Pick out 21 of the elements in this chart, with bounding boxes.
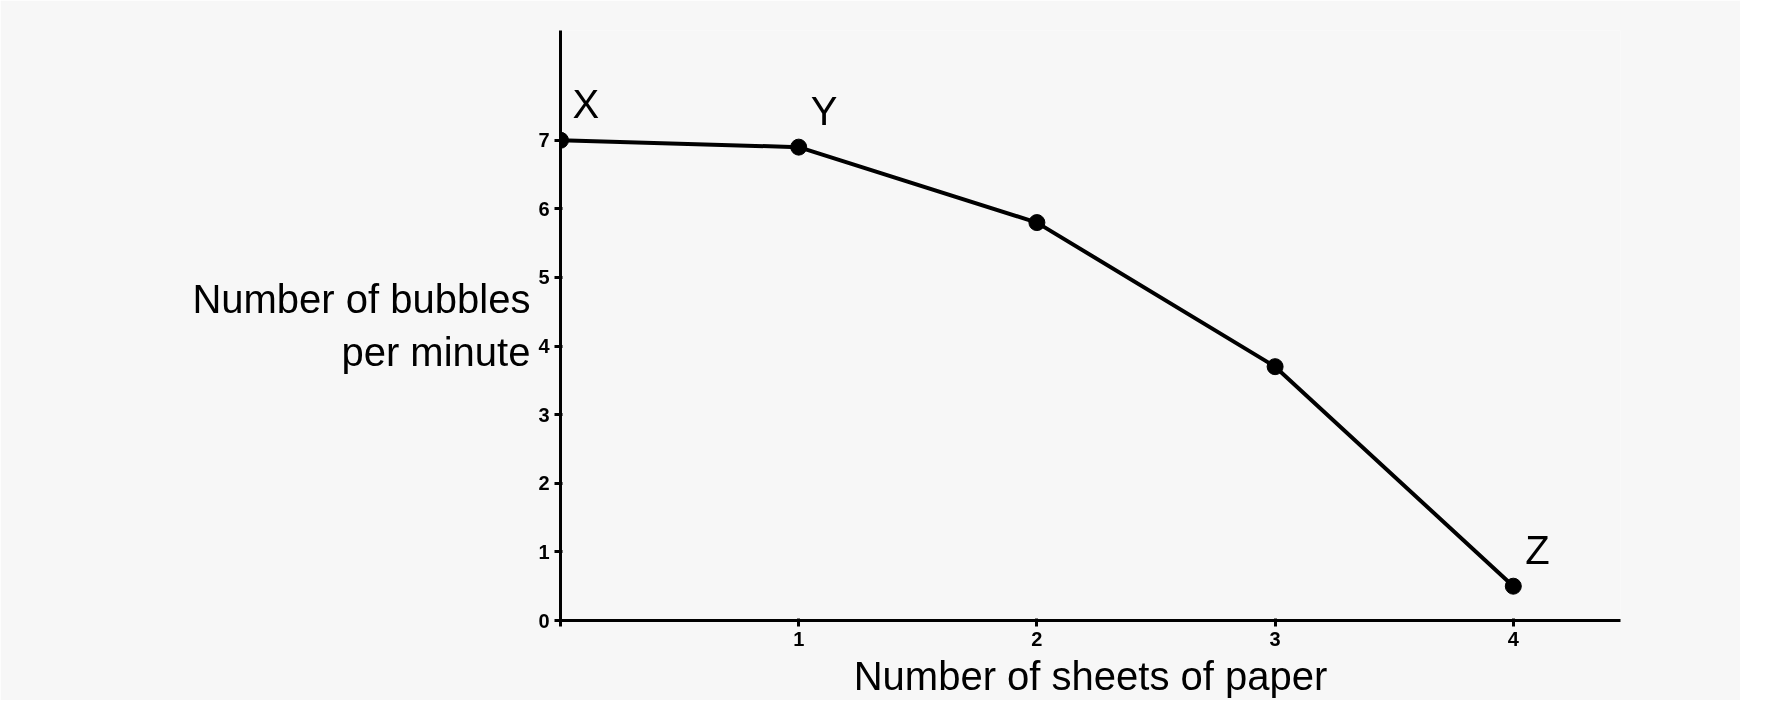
y-tick-label: 5 [538,266,550,289]
y-tick-label: 4 [538,335,551,358]
x-tick-label: 1 [793,627,805,650]
x-tick-label: 2 [1031,627,1043,650]
point [1504,577,1522,595]
x-tick-label: 3 [1269,627,1281,650]
y-tick-label: 1 [538,540,550,563]
y-axis-title: Number of bubbles per minute [192,277,531,374]
x-axis-title: Number of sheets of paper [853,653,1328,698]
annotation: Z [1525,528,1550,573]
y-tick-label: 6 [538,197,550,220]
point [1266,358,1284,376]
x-tick-label: 4 [1507,627,1520,650]
annotation: X [572,82,600,127]
y-tick-label: 0 [538,609,550,632]
point [1028,214,1046,232]
annotation: Y [810,89,838,134]
y-tick-label: 7 [538,129,550,152]
y-tick-label: 3 [538,403,550,426]
y-tick-label: 2 [538,472,550,495]
point [790,138,808,156]
